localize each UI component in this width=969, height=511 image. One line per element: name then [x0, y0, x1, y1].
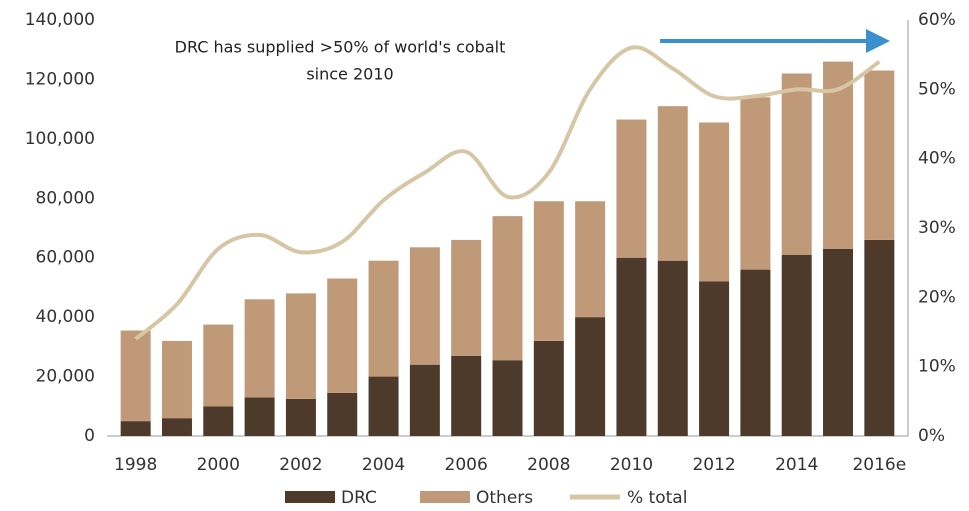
bar: [492, 216, 523, 361]
line: [134, 45, 881, 341]
bar: [285, 293, 316, 399]
annotation: since 2010: [306, 65, 393, 84]
y2-tick-label: 10%: [918, 357, 956, 377]
annotation: DRC has supplied >50% of world's cobalt: [175, 38, 506, 57]
bar: [616, 257, 647, 436]
bar: [657, 106, 688, 261]
y2-tick-label: 40%: [918, 149, 956, 169]
bar: [203, 324, 234, 407]
bar: [740, 269, 771, 436]
x-tick-label: 2014: [775, 455, 818, 475]
y2-tick-label: 0%: [918, 426, 945, 446]
y-tick-label: 0: [84, 426, 95, 446]
x-tick-label: 1998: [114, 455, 157, 475]
legend-swatch: [420, 491, 470, 503]
bar: [533, 201, 564, 341]
bar: [781, 254, 812, 436]
bar: [533, 340, 564, 436]
y2-tick-label: 20%: [918, 287, 956, 307]
bar: [161, 418, 192, 436]
bar: [575, 201, 606, 318]
y2-tick-label: 60%: [918, 10, 956, 30]
y-tick-label: 140,000: [25, 10, 95, 30]
y-tick-label: 20,000: [36, 367, 95, 387]
bar: [409, 247, 440, 365]
y-tick-label: 100,000: [25, 129, 95, 149]
bar: [451, 355, 482, 436]
bar: [327, 278, 358, 393]
bar: [161, 340, 192, 419]
bar: [740, 97, 771, 270]
bar: [203, 406, 234, 436]
bar: [657, 260, 688, 436]
bar: [368, 376, 399, 436]
bar: [864, 239, 895, 436]
bar: [409, 364, 440, 436]
y2-tick-label: 50%: [918, 79, 956, 99]
bar: [285, 398, 316, 436]
bar: [699, 122, 730, 282]
bar: [823, 248, 854, 436]
x-tick-label: 2004: [362, 455, 405, 475]
bar: [492, 360, 523, 436]
x-tick-label: 2002: [279, 455, 322, 475]
x-tick-label: 2000: [197, 455, 240, 475]
bar: [451, 239, 482, 356]
bar: [120, 330, 151, 422]
x-tick-label: 2016e: [852, 455, 906, 475]
bar: [368, 260, 399, 377]
bar: [864, 70, 895, 240]
y-tick-label: 120,000: [25, 69, 95, 89]
legend-label: DRC: [341, 488, 377, 508]
legend-swatch: [285, 491, 335, 503]
bar: [616, 119, 647, 258]
bar: [244, 299, 275, 398]
x-tick-label: 2010: [610, 455, 653, 475]
bar: [781, 73, 812, 255]
y-tick-label: 80,000: [36, 188, 95, 208]
bar: [244, 397, 275, 436]
bar: [575, 317, 606, 436]
bar: [699, 281, 730, 436]
y-tick-label: 60,000: [36, 248, 95, 268]
x-tick-label: 2012: [692, 455, 735, 475]
y-tick-label: 40,000: [36, 307, 95, 327]
legend-label: % total: [627, 488, 687, 508]
x-tick-label: 2006: [445, 455, 488, 475]
legend-label: Others: [476, 488, 533, 508]
y2-tick-label: 30%: [918, 218, 956, 238]
bar: [327, 392, 358, 436]
bar: [120, 421, 151, 436]
x-tick-label: 2008: [527, 455, 570, 475]
